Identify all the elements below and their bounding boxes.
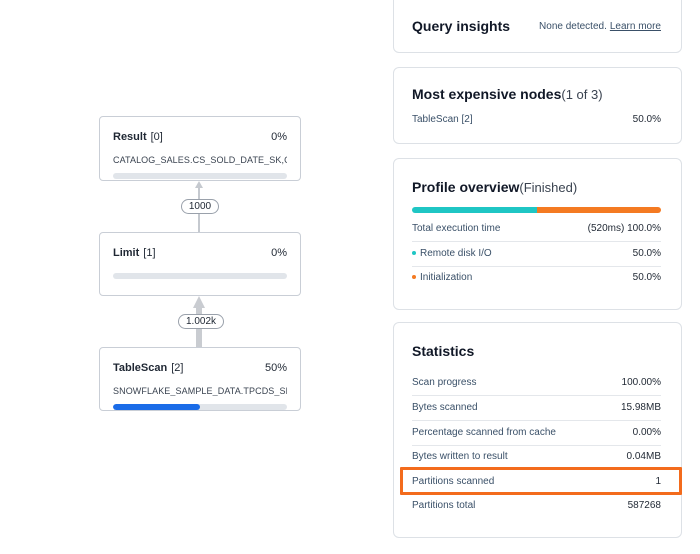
row-value: 0.00% (632, 427, 661, 438)
node-detail: SNOWFLAKE_SAMPLE_DATA.TPCDS_SF... (113, 386, 287, 396)
edge-arrow-icon (193, 296, 205, 308)
edge-row-count[interactable]: 1.002k (178, 314, 224, 329)
card-title-text: Most expensive nodes (412, 86, 562, 102)
insights-status: None detected. Learn more (539, 21, 661, 32)
node-name: Result (113, 131, 147, 143)
node-detail: CATALOG_SALES.CS_SOLD_DATE_SK,C... (113, 155, 287, 165)
card-title-count: (1 of 3) (561, 87, 603, 102)
card-title-status: (Finished) (519, 180, 578, 195)
plan-node-limit[interactable]: Limit [1] 0% (99, 232, 301, 296)
stat-row-cache-percentage: Percentage scanned from cache 0.00% (412, 427, 661, 438)
node-percent: 50% (264, 362, 287, 374)
node-header: Limit [1] 0% (113, 243, 287, 261)
total-percent: 100.0% (627, 223, 661, 234)
node-progress-bar (113, 404, 287, 410)
row-value: (520ms) 100.0% (588, 223, 661, 234)
row-label: Bytes scanned (412, 402, 478, 413)
node-percent: 0% (271, 247, 287, 259)
plan-node-result[interactable]: Result [0] 0% CATALOG_SALES.CS_SOLD_DATE_… (99, 116, 301, 181)
row-label: Total execution time (412, 223, 501, 234)
initialization-row: Initialization 50.0% (412, 272, 661, 283)
remote-disk-io-row: Remote disk I/O 50.0% (412, 248, 661, 259)
row-label: TableScan [2] (412, 114, 473, 125)
node-id: [2] (171, 362, 184, 374)
row-value: 50.0% (632, 272, 661, 283)
card-title: Query insights (412, 18, 511, 34)
node-header: Result [0] 0% (113, 127, 287, 145)
row-value: 100.00% (621, 377, 661, 388)
divider (412, 241, 661, 242)
card-title: Profile overview(Finished) (412, 179, 577, 195)
node-percent: 0% (271, 131, 287, 143)
row-value: 50.0% (632, 248, 661, 259)
row-label: Initialization (412, 272, 472, 283)
node-title: Limit [1] (113, 243, 156, 261)
profile-overview-card: Profile overview(Finished) Total executi… (393, 158, 682, 310)
row-label: Partitions total (412, 500, 476, 511)
row-value: 587268 (627, 500, 661, 511)
node-title: TableScan [2] (113, 358, 183, 376)
highlight-box (400, 467, 682, 495)
insights-status-text: None detected. (539, 21, 607, 32)
row-value: 15.98MB (620, 402, 661, 413)
card-title-text: Profile overview (412, 179, 520, 195)
edge-arrow-icon (195, 181, 203, 188)
divider (412, 420, 661, 421)
row-label: Scan progress (412, 377, 477, 388)
stat-row-bytes-scanned: Bytes scanned 15.98MB (412, 402, 661, 413)
row-label-text: Remote disk I/O (420, 248, 492, 259)
learn-more-link[interactable]: Learn more (609, 21, 661, 32)
row-label: Bytes written to result (412, 451, 508, 462)
expensive-node-row[interactable]: TableScan [2] 50.0% (412, 114, 661, 125)
node-progress-bar (113, 273, 287, 279)
row-label: Partitions scanned (412, 476, 495, 487)
row-value: 50.0% (632, 114, 661, 125)
execution-breakdown-bar (412, 207, 661, 213)
statistics-card: Statistics Scan progress 100.00% Bytes s… (393, 322, 682, 538)
divider (412, 445, 661, 446)
row-value: 1 (655, 476, 661, 487)
stat-row-scan-progress: Scan progress 100.00% (412, 377, 661, 388)
query-insights-card: Query insights None detected. Learn more (393, 0, 682, 53)
node-id: [1] (143, 247, 156, 259)
node-id: [0] (150, 131, 163, 143)
node-progress-fill (113, 404, 200, 410)
divider (412, 395, 661, 396)
stat-row-partitions-scanned: Partitions scanned 1 (412, 476, 661, 487)
row-label: Remote disk I/O (412, 248, 492, 259)
row-label: Percentage scanned from cache (412, 427, 556, 438)
node-name: Limit (113, 247, 140, 259)
total-time: (520ms) (587, 223, 625, 234)
plan-node-tablescan[interactable]: TableScan [2] 50% SNOWFLAKE_SAMPLE_DATA.T… (99, 347, 301, 411)
initialization-segment (536, 207, 661, 213)
card-title: Most expensive nodes(1 of 3) (412, 86, 603, 102)
total-execution-row: Total execution time (520ms) 100.0% (412, 223, 661, 234)
stat-row-partitions-total: Partitions total 587268 (412, 500, 661, 511)
expensive-nodes-card: Most expensive nodes(1 of 3) TableScan [… (393, 67, 682, 144)
divider (412, 266, 661, 267)
remote-disk-io-segment (412, 207, 537, 213)
stat-row-bytes-written: Bytes written to result 0.04MB (412, 451, 661, 462)
bullet-icon (412, 251, 416, 256)
node-header: TableScan [2] 50% (113, 358, 287, 376)
node-progress-bar (113, 173, 287, 179)
node-name: TableScan (113, 362, 168, 374)
node-title: Result [0] (113, 127, 163, 145)
edge-row-count[interactable]: 1000 (181, 199, 219, 214)
card-title: Statistics (412, 343, 475, 359)
row-value: 0.04MB (626, 451, 661, 462)
bullet-icon (412, 275, 416, 280)
row-label-text: Initialization (420, 272, 473, 283)
